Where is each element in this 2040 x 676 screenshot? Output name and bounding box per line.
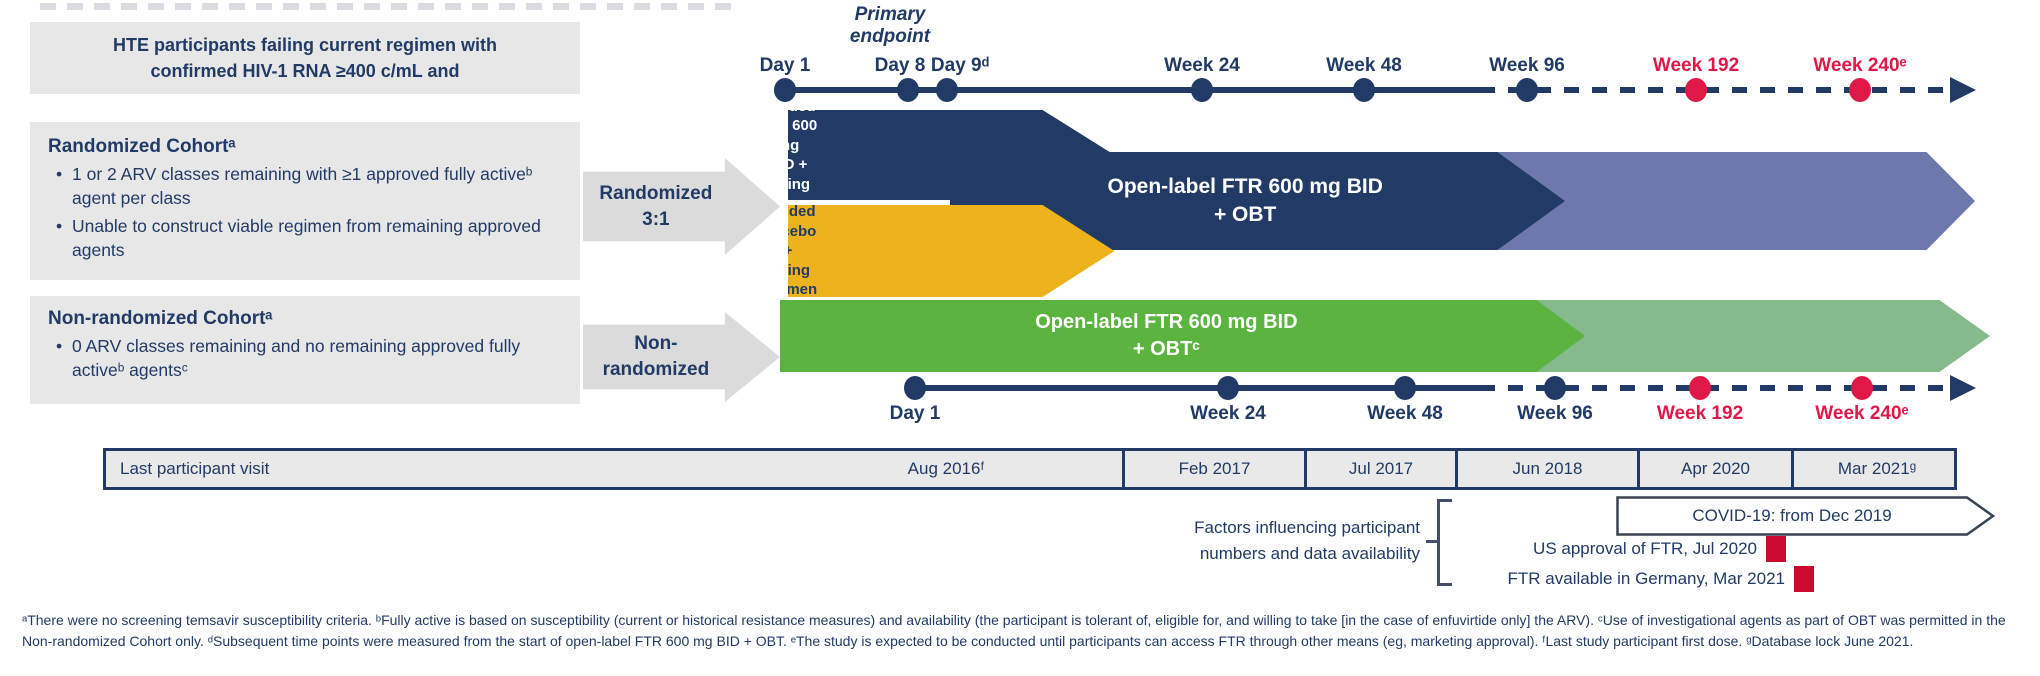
bottom-timeline-label: Week 192 bbox=[1656, 403, 1744, 424]
visit-table-date: Mar 2021ᵍ bbox=[1791, 451, 1960, 487]
cohort-bullet: 0 ARV classes remaining and no remaining… bbox=[48, 335, 562, 382]
visit-table-date: Jul 2017 bbox=[1304, 451, 1455, 487]
visit-table-cell: Last participant visit Aug 2016ᶠ bbox=[106, 451, 1122, 487]
visit-table-date: Jun 2018 bbox=[1455, 451, 1637, 487]
timeline-dot bbox=[1689, 376, 1711, 400]
top-timeline-label: Day 8 bbox=[874, 55, 926, 76]
top-timeline-label: Day 1 bbox=[759, 55, 811, 76]
randomized-arrow: Randomized 3:1 bbox=[583, 158, 780, 255]
footnotes: ᵃThere were no screening temsavir suscep… bbox=[22, 612, 2006, 649]
blinded-ftr-box: Blinded FTR 600 mg BID + failing regimen bbox=[788, 110, 1115, 200]
top-timeline-label: Week 96 bbox=[1489, 55, 1565, 76]
top-timeline-solid-line bbox=[785, 87, 1480, 93]
brace-bottom-tick bbox=[1437, 583, 1452, 586]
bottom-timeline-label: Day 1 bbox=[889, 403, 941, 424]
bottom-timeline-solid-line bbox=[915, 385, 1480, 391]
bottom-timeline-dashed-line bbox=[1480, 385, 1950, 391]
top-timeline-label: Week 24 bbox=[1164, 55, 1240, 76]
brace-middle-tick bbox=[1426, 540, 1437, 543]
visit-table-date: Aug 2016ᶠ bbox=[907, 459, 985, 478]
us-approval-marker-icon bbox=[1766, 536, 1786, 562]
top-timeline-label: Day 9ᵈ bbox=[930, 55, 990, 76]
randomized-arrow-label: Randomized 3:1 bbox=[599, 182, 713, 230]
timeline-dot bbox=[897, 78, 919, 102]
timeline-dot bbox=[1516, 78, 1538, 102]
timeline-dot bbox=[1849, 78, 1871, 102]
cropped-title-artifact bbox=[40, 3, 740, 10]
bottom-timeline-label: Week 48 bbox=[1367, 403, 1443, 424]
top-timeline-label: Week 192 bbox=[1652, 55, 1740, 76]
bottom-timeline-label: Week 24 bbox=[1190, 403, 1266, 424]
bottom-timeline-label: Week 96 bbox=[1517, 403, 1593, 424]
randomized-cohort-bullets: 1 or 2 ARV classes remaining with ≥1 app… bbox=[48, 163, 562, 263]
timeline-dot bbox=[1544, 376, 1566, 400]
bottom-timeline-label: Week 240ᵉ bbox=[1815, 403, 1909, 424]
visit-table-row-label: Last participant visit bbox=[120, 459, 270, 478]
covid-arrow-box: COVID-19: from Dec 2019 bbox=[1616, 496, 1996, 536]
top-timeline-label: Week 240ᵉ bbox=[1813, 55, 1907, 76]
brace-top-tick bbox=[1437, 499, 1452, 502]
non-randomized-arrow: Non-randomized bbox=[583, 312, 780, 402]
timeline-dot bbox=[1191, 78, 1213, 102]
randomized-cohort-box: Randomized Cohortᵃ 1 or 2 ARV classes re… bbox=[30, 122, 580, 280]
germany-availability-label: FTR available in Germany, Mar 2021 bbox=[1507, 569, 1785, 588]
us-approval-row: US approval of FTR, Jul 2020 bbox=[1200, 536, 1786, 562]
open-label-randomized-label: Open-label FTR 600 mg BID + OBT bbox=[1107, 174, 1383, 226]
top-timeline-dashed-line bbox=[1480, 87, 1950, 93]
top-timeline-label: Week 48 bbox=[1326, 55, 1402, 76]
randomized-cohort-title: Randomized Cohortᵃ bbox=[48, 136, 236, 157]
timeline-dot bbox=[1851, 376, 1873, 400]
non-randomized-cohort-box: Non-randomized Cohortᵃ 0 ARV classes rem… bbox=[30, 296, 580, 404]
germany-availability-row: FTR available in Germany, Mar 2021 bbox=[1200, 566, 1814, 592]
cohort-bullet: 1 or 2 ARV classes remaining with ≥1 app… bbox=[48, 163, 562, 210]
brace-vertical bbox=[1437, 499, 1440, 586]
bottom-timeline-arrowhead-icon bbox=[1950, 375, 1976, 401]
non-randomized-arrow-label: Non-randomized bbox=[602, 333, 710, 380]
timeline-dot bbox=[774, 78, 796, 102]
primary-endpoint-label: Primary endpoint bbox=[849, 4, 931, 47]
germany-availability-marker-icon bbox=[1794, 566, 1814, 592]
blinded-placebo-box: Blinded placebo + failing regimen bbox=[788, 205, 1115, 297]
non-randomized-cohort-bullets: 0 ARV classes remaining and no remaining… bbox=[48, 335, 562, 382]
visit-table-date: Apr 2020 bbox=[1637, 451, 1791, 487]
open-label-non-randomized-extension-arrow bbox=[1530, 300, 1990, 372]
factors-label: Factors influencing participant numbers … bbox=[1194, 518, 1420, 563]
population-box: HTE participants failing current regimen… bbox=[30, 22, 580, 94]
open-label-non-randomized-label: Open-label FTR 600 mg BID + OBTᶜ bbox=[1035, 311, 1298, 360]
timeline-dot bbox=[904, 376, 926, 400]
covid-box-outline bbox=[1616, 496, 1996, 536]
cohort-bullet: Unable to construct viable regimen from … bbox=[48, 215, 562, 262]
timeline-dot bbox=[1685, 78, 1707, 102]
non-randomized-cohort-title: Non-randomized Cohortᵃ bbox=[48, 308, 273, 329]
timeline-dot bbox=[1394, 376, 1416, 400]
top-timeline-arrowhead-icon bbox=[1950, 77, 1976, 103]
open-label-non-randomized-arrow: Open-label FTR 600 mg BID + OBTᶜ bbox=[780, 300, 1585, 372]
timeline-dot bbox=[1353, 78, 1375, 102]
timeline-dot bbox=[936, 78, 958, 102]
timeline-dot bbox=[1217, 376, 1239, 400]
us-approval-label: US approval of FTR, Jul 2020 bbox=[1533, 539, 1757, 558]
visit-table: Last participant visit Aug 2016ᶠ Feb 201… bbox=[103, 448, 1957, 490]
open-label-randomized-extension-arrow bbox=[1490, 152, 1975, 250]
visit-table-date: Feb 2017 bbox=[1122, 451, 1304, 487]
covid-label: COVID-19: from Dec 2019 bbox=[1692, 506, 1892, 525]
